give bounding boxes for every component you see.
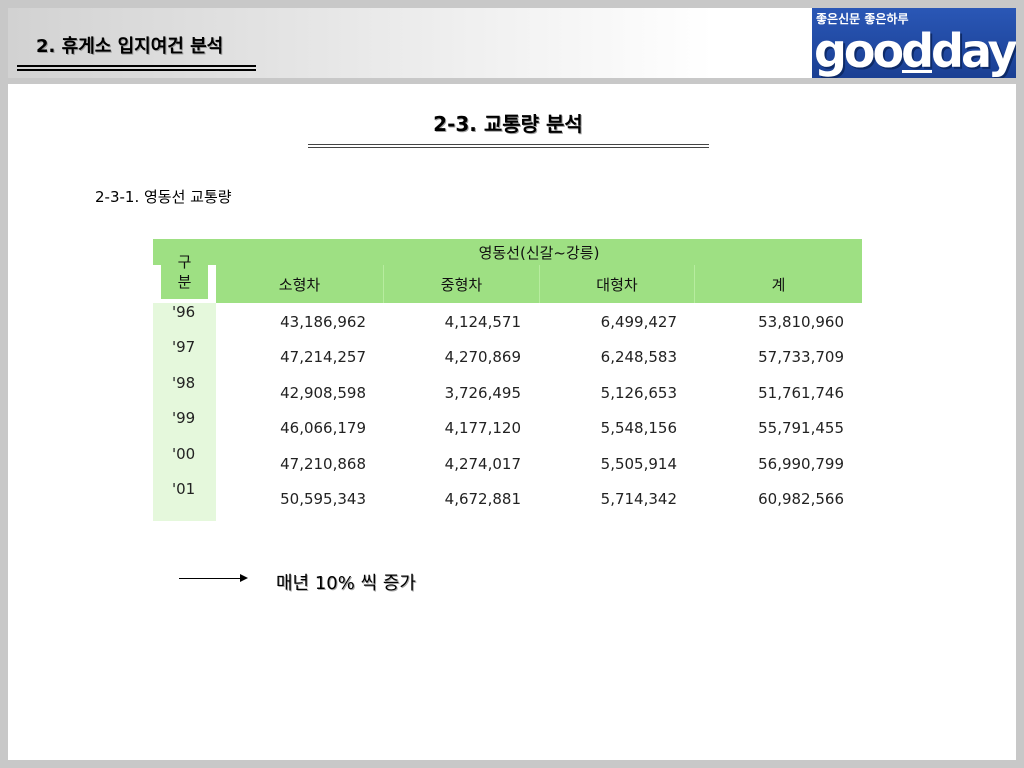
column-header-total: 계 [771,275,786,294]
growth-note: 매년 10% 씩 증가 [276,573,416,594]
column-header-large: 대형차 [540,265,695,303]
logo-tagline: 좋은신문 좋은하루 [816,12,909,26]
row-header-char-1: 구 [177,253,192,271]
year-label: '97 [172,338,196,356]
column-header-medium: 중형차 [384,265,540,303]
year-label: '98 [172,374,196,392]
table-cell: 5,505,914 [600,455,677,473]
table-cell: 5,714,342 [600,490,677,508]
goodday-logo: 좋은신문 좋은하루 goodday [812,8,1016,78]
table-cell: 4,177,120 [444,419,521,437]
table-cell: 57,733,709 [758,348,844,366]
section-title-underline [17,65,256,71]
row-header-label: 구 분 [161,245,208,303]
column-header-small: 소형차 [216,265,384,303]
table-cell: 47,214,257 [280,348,366,366]
table-cell: 46,066,179 [280,419,366,437]
table-group-header: 영동선(신갈~강릉) [216,239,862,265]
page-title-underline [308,144,709,148]
year-label: '96 [172,303,196,321]
table-cell: 60,982,566 [758,490,844,508]
table-cell: 4,124,571 [444,313,521,331]
table-cell: 3,726,495 [444,384,521,402]
table-cell: 4,270,869 [444,348,521,366]
table-cell: 53,810,960 [758,313,844,331]
section-title: 2. 휴게소 입지여건 분석 [36,36,224,57]
table-cell: 5,548,156 [600,419,677,437]
table-cell: 4,274,017 [444,455,521,473]
table-cell: 6,248,583 [600,348,677,366]
logo-wordmark: goodday [814,24,1016,78]
table-cell: 51,761,746 [758,384,844,402]
table-cell: 5,126,653 [600,384,677,402]
table-cell: 42,908,598 [280,384,366,402]
right-arrow-icon [179,578,241,579]
year-column [153,303,216,521]
arrow-head-icon [240,574,248,582]
year-label: '01 [172,480,196,498]
subsection-title: 2-3-1. 영동선 교통량 [95,188,232,206]
row-header-char-2: 분 [177,273,192,291]
table-cell: 56,990,799 [758,455,844,473]
year-label: '00 [172,445,196,463]
year-label: '99 [172,409,196,427]
page-title: 2-3. 교통량 분석 [433,112,583,136]
table-cell: 6,499,427 [600,313,677,331]
table-column-headers: 소형차 중형차 대형차 계 [216,265,862,303]
table-cell: 4,672,881 [444,490,521,508]
table-cell: 55,791,455 [758,419,844,437]
table-cell: 50,595,343 [280,490,366,508]
table-cell: 47,210,868 [280,455,366,473]
logo-smile-mark [902,70,932,73]
table-cell: 43,186,962 [280,313,366,331]
